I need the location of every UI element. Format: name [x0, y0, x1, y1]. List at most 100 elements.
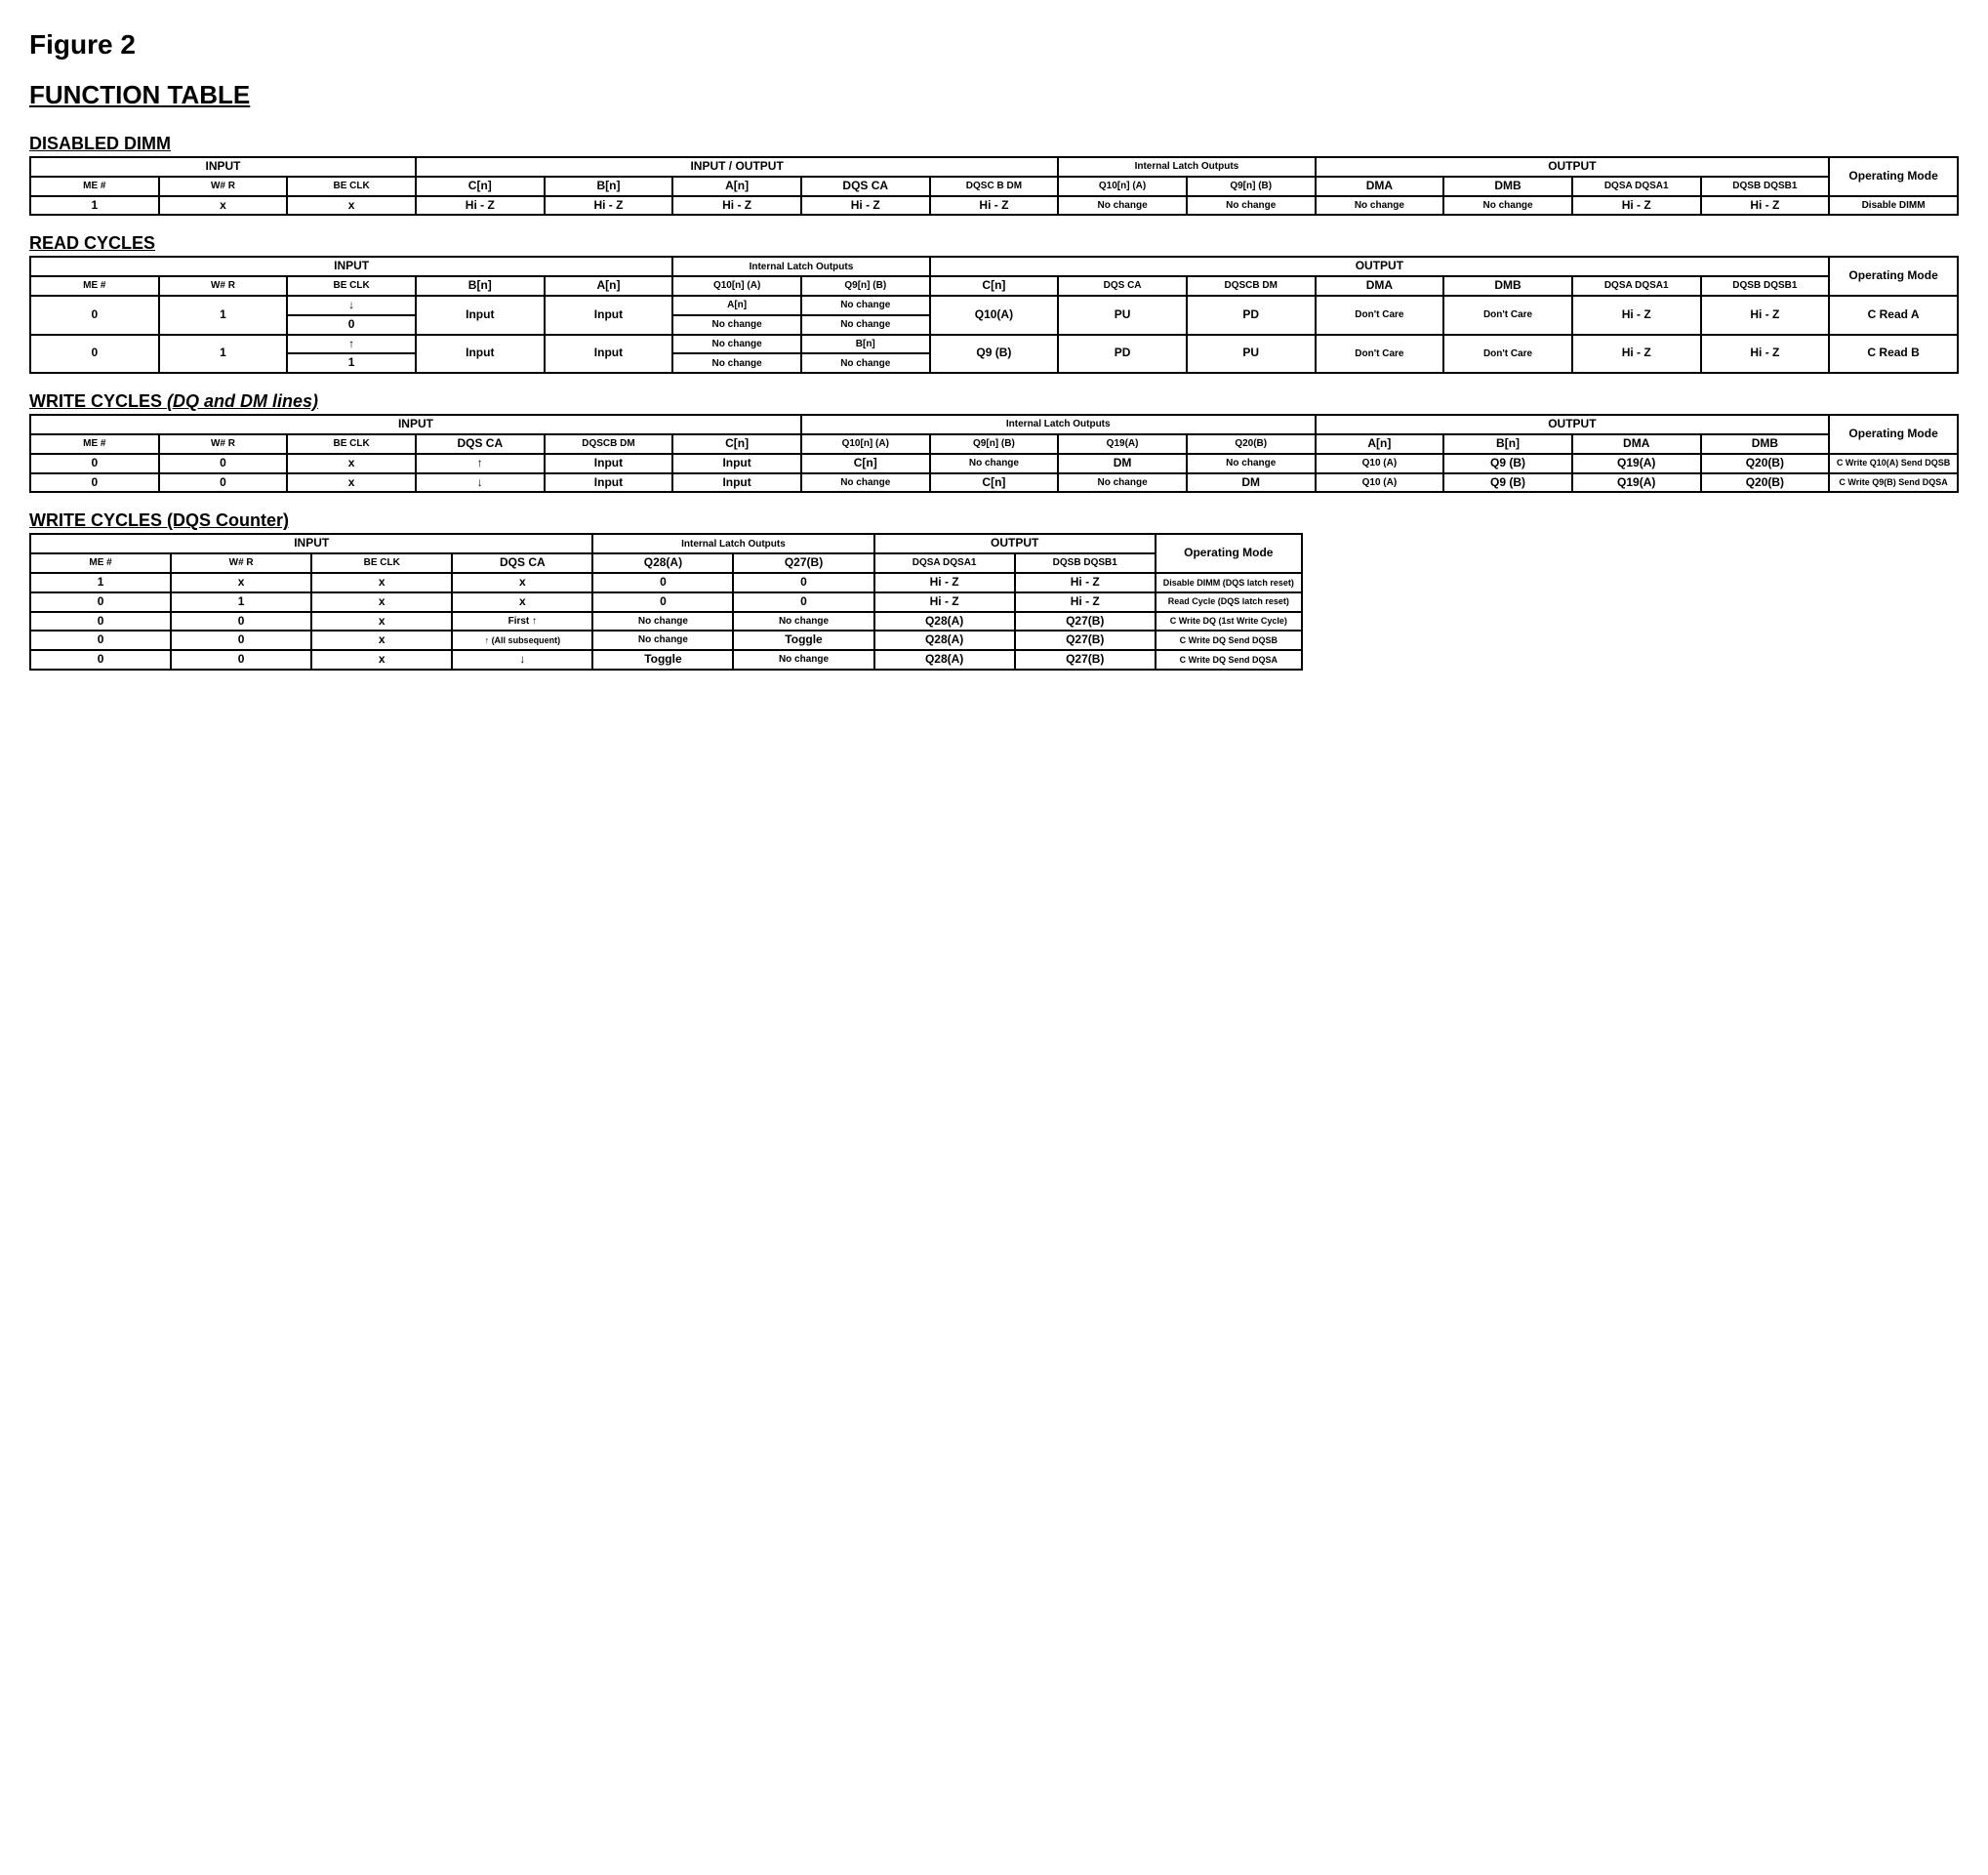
cell: Q19(A): [1572, 473, 1701, 493]
table-row: 0 0 x First ↑ No change No change Q28(A)…: [30, 612, 1302, 632]
cell: Hi - Z: [1572, 335, 1701, 374]
cell: Q9 (B): [1443, 473, 1572, 493]
col: DQSB DQSB1: [1701, 276, 1830, 296]
cell: No change: [733, 650, 873, 670]
cell: B[n]: [801, 335, 930, 354]
cell: Input: [672, 454, 801, 473]
col: Q9[n] (B): [801, 276, 930, 296]
cell: x: [287, 473, 416, 493]
col: Q28(A): [592, 553, 733, 573]
cell: x: [452, 573, 592, 592]
table-disabled: INPUT INPUT / OUTPUT Internal Latch Outp…: [29, 156, 1959, 216]
table-writedq: INPUT Internal Latch Outputs OUTPUT Oper…: [29, 414, 1959, 493]
cell: Input: [416, 296, 545, 335]
col-bn: B[n]: [545, 177, 673, 196]
cell: Don't Care: [1316, 335, 1444, 374]
cell: First ↑: [452, 612, 592, 632]
subtitle-text: (DQ and DM lines): [167, 391, 318, 411]
cell: No change: [672, 315, 801, 335]
col-an: A[n]: [672, 177, 801, 196]
cell: Input: [545, 454, 673, 473]
cell: No change: [801, 353, 930, 373]
cell: Hi - Z: [416, 196, 545, 216]
group-mode: Operating Mode: [1156, 534, 1302, 573]
table-row: 0 1 ↓ Input Input A[n] No change Q10(A) …: [30, 296, 1958, 315]
cell: Q27(B): [1015, 650, 1156, 670]
group-latch: Internal Latch Outputs: [801, 415, 1316, 434]
table-row: 1 x x x 0 0 Hi - Z Hi - Z Disable DIMM (…: [30, 573, 1302, 592]
cell: ↑: [416, 454, 545, 473]
cell: C Read A: [1829, 296, 1958, 335]
cell: Hi - Z: [545, 196, 673, 216]
section-title-writedq: WRITE CYCLES (DQ and DM lines): [29, 391, 1959, 412]
cell: x: [287, 454, 416, 473]
cell: 0: [159, 454, 288, 473]
cell: C[n]: [801, 454, 930, 473]
cell: ↓: [416, 473, 545, 493]
col: BE CLK: [287, 434, 416, 454]
cell: 0: [592, 592, 733, 612]
col: DMB: [1701, 434, 1830, 454]
cell: C[n]: [930, 473, 1059, 493]
cell: Disable DIMM: [1829, 196, 1958, 216]
cell: A[n]: [672, 296, 801, 315]
table-row: 0 1 x x 0 0 Hi - Z Hi - Z Read Cycle (DQ…: [30, 592, 1302, 612]
cell: ↓: [287, 296, 416, 315]
col: Q20(B): [1187, 434, 1316, 454]
col-dqsa: DQSA DQSA1: [1572, 177, 1701, 196]
cell: 0: [159, 473, 288, 493]
cell: Q10 (A): [1316, 454, 1444, 473]
main-title: FUNCTION TABLE: [29, 80, 1959, 110]
group-io: INPUT / OUTPUT: [416, 157, 1058, 177]
cell: No change: [672, 335, 801, 354]
cell: 0: [733, 573, 873, 592]
cell: x: [311, 631, 452, 650]
col: DMB: [1443, 276, 1572, 296]
cell: Q20(B): [1701, 454, 1830, 473]
cell: C Write Q10(A) Send DQSB: [1829, 454, 1958, 473]
cell: C Write Q9(B) Send DQSA: [1829, 473, 1958, 493]
cell: No change: [1316, 196, 1444, 216]
cell: Q10(A): [930, 296, 1059, 335]
col: W# R: [159, 434, 288, 454]
cell: 0: [733, 592, 873, 612]
cell: 1: [30, 573, 171, 592]
col: DQSCB DM: [1187, 276, 1316, 296]
cell: PD: [1187, 296, 1316, 335]
section-title-read: READ CYCLES: [29, 233, 1959, 254]
cell: PD: [1058, 335, 1187, 374]
cell: No change: [801, 473, 930, 493]
col: DQS CA: [1058, 276, 1187, 296]
col: B[n]: [1443, 434, 1572, 454]
cell: Q9 (B): [1443, 454, 1572, 473]
cell: x: [287, 196, 416, 216]
cell: Don't Care: [1316, 296, 1444, 335]
figure-title: Figure 2: [29, 29, 1959, 61]
col: W# R: [159, 276, 288, 296]
title-text: WRITE CYCLES: [29, 391, 162, 411]
group-output: OUTPUT: [1316, 157, 1830, 177]
cell: C Write DQ Send DQSB: [1156, 631, 1302, 650]
group-output: OUTPUT: [1316, 415, 1830, 434]
cell: PU: [1058, 296, 1187, 335]
cell: 0: [30, 454, 159, 473]
cell: x: [452, 592, 592, 612]
cell: Toggle: [733, 631, 873, 650]
cell: 0: [30, 296, 159, 335]
col-q10a: Q10[n] (A): [1058, 177, 1187, 196]
col: ME #: [30, 553, 171, 573]
cell: Q19(A): [1572, 454, 1701, 473]
col: BE CLK: [287, 276, 416, 296]
col: Q19(A): [1058, 434, 1187, 454]
cell: 0: [171, 612, 311, 632]
group-mode: Operating Mode: [1829, 257, 1958, 296]
table-row: 1 x x Hi - Z Hi - Z Hi - Z Hi - Z Hi - Z…: [30, 196, 1958, 216]
cell: No change: [1058, 473, 1187, 493]
cell: 0: [287, 315, 416, 335]
cell: Hi - Z: [1701, 335, 1830, 374]
cell: Disable DIMM (DQS latch reset): [1156, 573, 1302, 592]
cell: Hi - Z: [1572, 196, 1701, 216]
cell: 0: [171, 650, 311, 670]
col: B[n]: [416, 276, 545, 296]
cell: 0: [30, 473, 159, 493]
